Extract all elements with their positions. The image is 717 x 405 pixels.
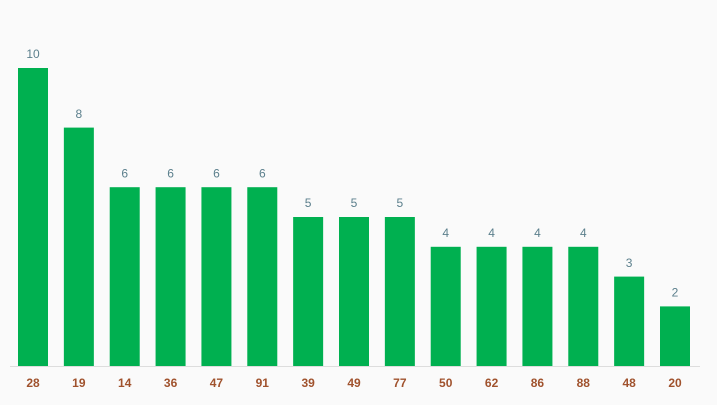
x-tick-label: 62 (485, 376, 499, 390)
value-label: 6 (167, 166, 174, 180)
bar (18, 68, 48, 366)
x-tick-label: 20 (668, 376, 682, 390)
x-tick-label: 36 (164, 376, 178, 390)
bar (430, 246, 461, 366)
x-tick-label: 50 (439, 376, 453, 390)
bar (201, 187, 232, 366)
bar (155, 187, 186, 366)
bar (109, 187, 140, 366)
value-label: 3 (626, 256, 633, 270)
bar (63, 127, 94, 366)
bar (660, 306, 690, 366)
x-tick-label: 91 (256, 376, 270, 390)
value-label: 2 (672, 286, 679, 300)
value-label: 5 (397, 196, 404, 210)
value-label: 8 (76, 107, 83, 121)
value-label: 10 (26, 47, 40, 61)
bar (614, 276, 645, 366)
x-tick-label: 86 (531, 376, 545, 390)
x-tick-label: 28 (26, 376, 40, 390)
value-label: 4 (580, 226, 587, 240)
x-tick-label: 77 (393, 376, 407, 390)
value-label: 4 (488, 226, 495, 240)
x-tick-label: 48 (622, 376, 636, 390)
x-tick-label: 39 (301, 376, 315, 390)
x-tick-label: 47 (210, 376, 224, 390)
bar (476, 246, 507, 366)
bar (568, 246, 599, 366)
x-tick-label: 88 (577, 376, 591, 390)
value-label: 6 (213, 166, 220, 180)
x-tick-label: 14 (118, 376, 132, 390)
bar (522, 246, 553, 366)
value-label: 6 (121, 166, 128, 180)
bar (247, 187, 278, 366)
x-tick-label: 49 (347, 376, 361, 390)
bar (339, 217, 369, 366)
value-label: 4 (442, 226, 449, 240)
value-label: 4 (534, 226, 541, 240)
value-label: 6 (259, 166, 266, 180)
x-tick-label: 19 (72, 376, 86, 390)
bar (384, 217, 415, 366)
value-label: 5 (305, 196, 312, 210)
value-label: 5 (351, 196, 358, 210)
bar (293, 217, 324, 366)
